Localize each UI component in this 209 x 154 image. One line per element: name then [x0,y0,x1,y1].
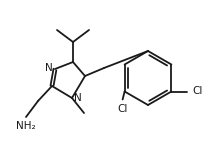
Text: Cl: Cl [192,87,203,97]
Text: NH₂: NH₂ [16,121,36,131]
Text: Cl: Cl [117,103,128,113]
Text: N: N [74,93,82,103]
Text: N: N [45,63,53,73]
